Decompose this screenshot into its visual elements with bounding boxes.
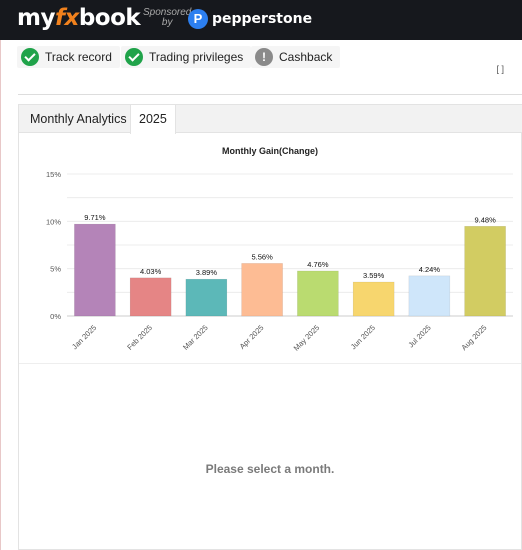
analytics-tab-bar: Monthly Analytics 2025: [19, 105, 522, 134]
sponsored-text: Sponsored by: [143, 7, 192, 28]
cashback-badge[interactable]: ! Cashback: [251, 46, 341, 68]
x-tick-label: Jun 2025: [349, 323, 377, 351]
badge-label: Trading privileges: [149, 50, 244, 64]
bar-may-2025: [297, 270, 339, 317]
analytics-panel: Monthly Analytics 2025 Monthly Gain(Chan…: [18, 104, 522, 550]
bar-value-label: 9.48%: [474, 215, 496, 224]
bar-value-label: 9.71%: [84, 213, 106, 222]
x-tick-label: Mar 2025: [181, 323, 210, 352]
pepperstone-logo-icon[interactable]: P: [188, 9, 208, 29]
x-tick-label: Feb 2025: [125, 323, 154, 352]
trading-privileges-badge[interactable]: Trading privileges: [121, 46, 252, 68]
y-tick-label: 10%: [46, 217, 61, 226]
badge-label: Cashback: [279, 50, 333, 64]
y-tick-label: 5%: [50, 265, 61, 274]
section-divider: [18, 94, 522, 95]
monthly-gain-chart: Monthly Gain(Change) 0% 5% 10% 15% 9.71% 4.0…: [46, 146, 513, 353]
y-tick-label: 15%: [46, 170, 61, 179]
bar-jun-2025: [352, 281, 395, 317]
select-month-message: Please select a month.: [205, 462, 335, 476]
x-tick-label: Aug 2025: [459, 323, 488, 352]
tab-2025[interactable]: 2025: [130, 105, 176, 134]
bar-value-label: 3.59%: [363, 271, 385, 280]
bar-jan-2025: [74, 223, 116, 317]
verification-badges: Track record Trading privileges ! Cashba…: [0, 40, 522, 78]
x-tick-label: Apr 2025: [238, 323, 266, 351]
pepperstone-name[interactable]: pepperstone: [212, 11, 313, 27]
tab-monthly-analytics[interactable]: Monthly Analytics: [30, 112, 127, 126]
x-tick-label: May 2025: [292, 323, 322, 353]
bar-feb-2025: [129, 277, 172, 317]
cropped-text-fragment: [ ]: [496, 64, 504, 74]
bar-value-label: 4.76%: [307, 260, 329, 269]
bar-jul-2025: [408, 275, 451, 317]
x-tick-label: Jul 2025: [406, 323, 432, 349]
x-tick-label: Jan 2025: [70, 323, 98, 351]
bar-value-label: 5.56%: [251, 252, 273, 261]
bar-value-label: 3.89%: [196, 268, 218, 277]
top-bar: myfxbook Sponsored by P pepperstone: [0, 0, 522, 40]
badge-label: Track record: [45, 50, 112, 64]
bar-value-label: 4.03%: [140, 267, 162, 276]
bar-apr-2025: [241, 263, 283, 317]
check-circle-icon: [125, 48, 143, 66]
myfxbook-logo[interactable]: myfxbook: [17, 5, 141, 31]
bar-mar-2025: [185, 278, 228, 317]
bar-aug-2025: [464, 226, 506, 317]
check-circle-icon: [21, 48, 39, 66]
exclamation-circle-icon: !: [255, 48, 273, 66]
chart-divider: [19, 363, 521, 364]
track-record-badge[interactable]: Track record: [17, 46, 120, 68]
bar-value-label: 4.24%: [419, 265, 441, 274]
y-tick-label: 0%: [50, 312, 61, 321]
chart-title: Monthly Gain(Change): [222, 146, 318, 156]
